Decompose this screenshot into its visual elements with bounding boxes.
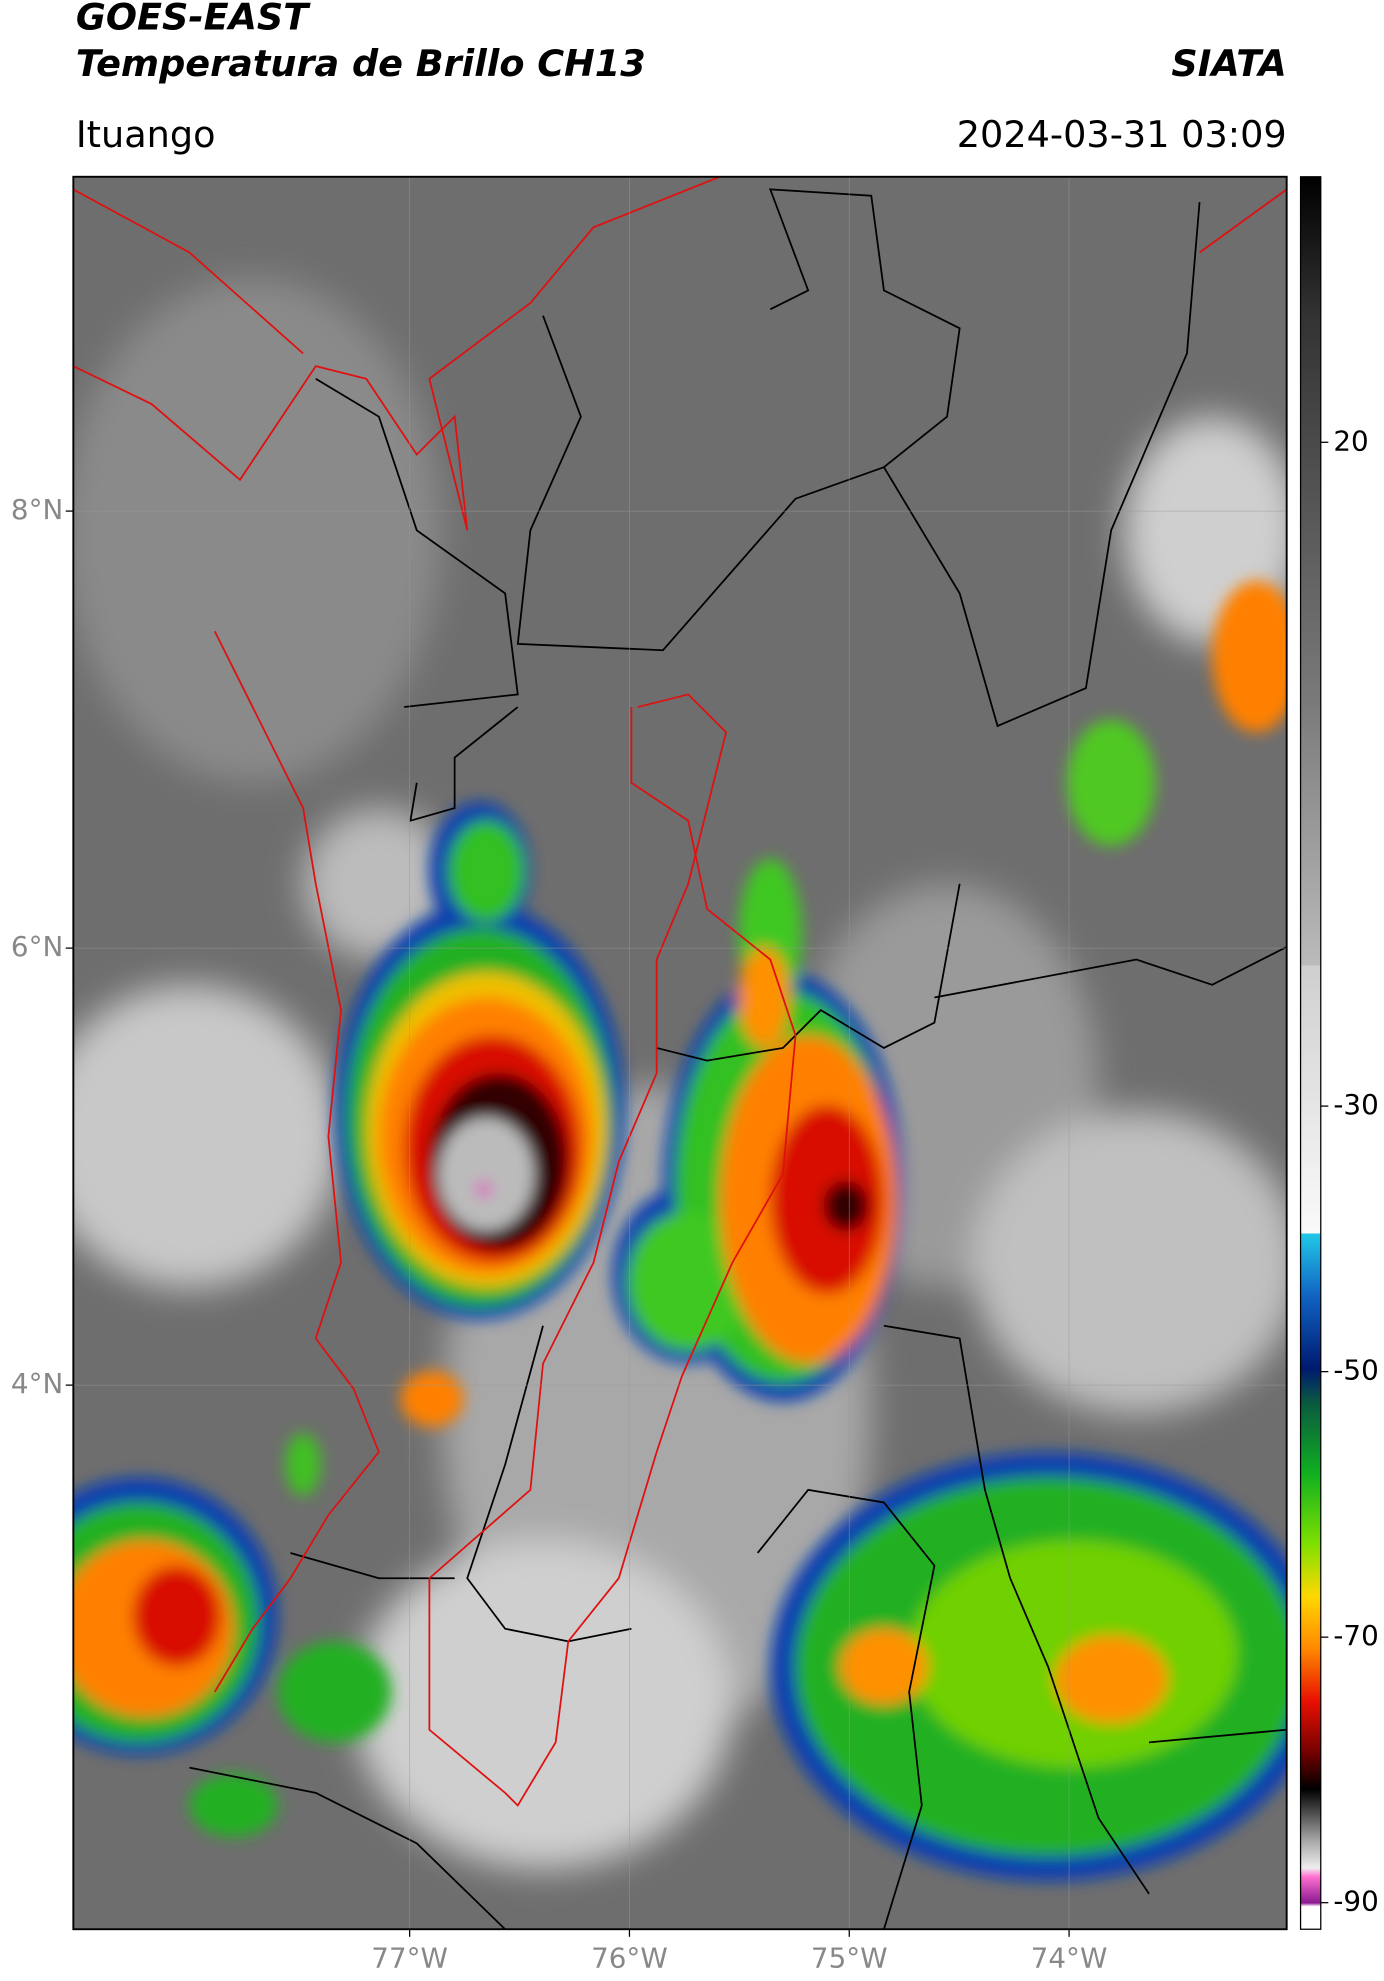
- lon-tick-label: 76°W: [591, 1942, 668, 1975]
- colorbar-tick-label: -70: [1333, 1619, 1378, 1652]
- datetime-label: 2024-03-31 03:09: [957, 113, 1287, 156]
- lon-tick-label: 75°W: [811, 1942, 888, 1975]
- lon-tick-label: 74°W: [1031, 1942, 1108, 1975]
- grid: [73, 176, 1287, 1930]
- satellite-title: GOES-EAST: [76, 0, 311, 38]
- colorbar-tick-label: -50: [1333, 1354, 1378, 1387]
- product-title: Temperatura de Brillo CH13: [76, 42, 646, 85]
- colorbar-tick-label: 20: [1333, 424, 1368, 457]
- lat-tick-label: 4°N: [11, 1367, 63, 1400]
- colorbar: [1299, 176, 1322, 1930]
- lon-tick-label: 77°W: [371, 1942, 448, 1975]
- lat-tick-label: 6°N: [11, 930, 63, 963]
- colorbar-tick-label: -90: [1333, 1885, 1378, 1918]
- map-frame: [72, 175, 1288, 1931]
- colorbar-tick-label: -30: [1333, 1088, 1378, 1121]
- lat-tick-label: 8°N: [11, 493, 63, 526]
- place-label: Ituango: [76, 113, 216, 156]
- source-label: SIATA: [1171, 42, 1286, 85]
- satellite-image: [73, 176, 1287, 1930]
